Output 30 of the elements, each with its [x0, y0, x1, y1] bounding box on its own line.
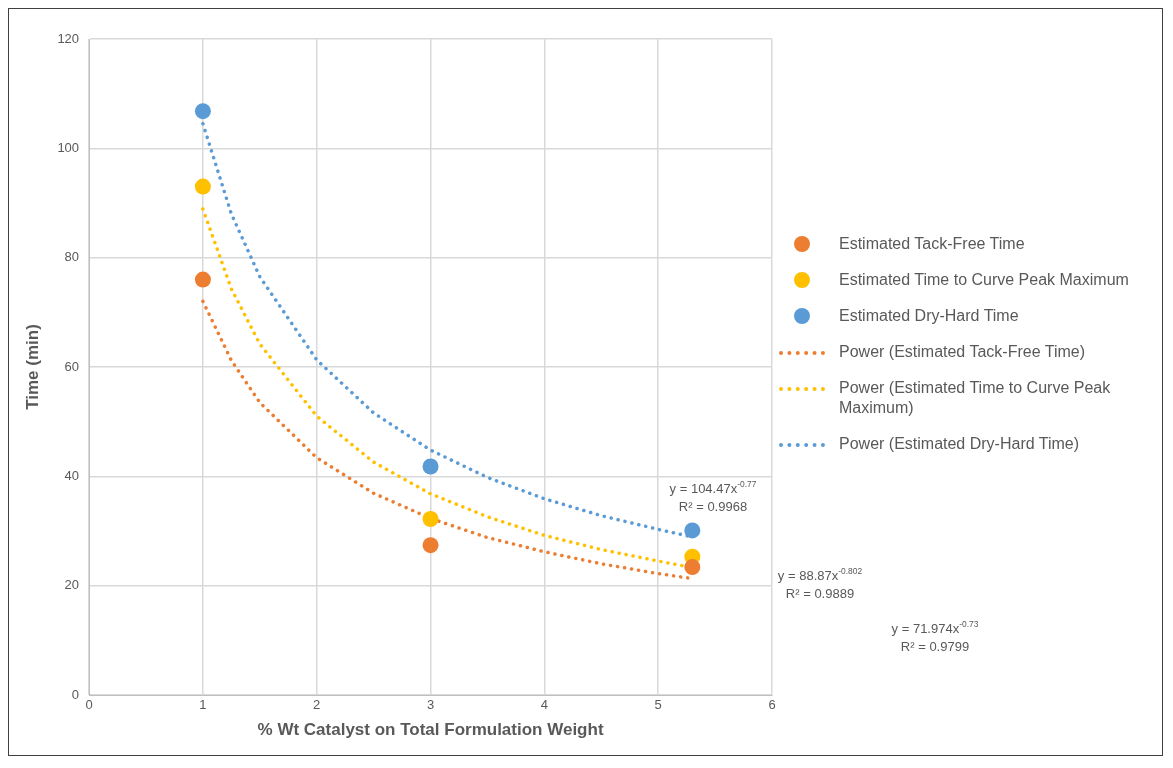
x-tick-label: 4 [540, 697, 548, 713]
x-axis-title: % Wt Catalyst on Total Formulation Weight [257, 720, 604, 740]
point [684, 522, 701, 539]
x-tick-label: 1 [199, 697, 207, 713]
y-tick-label: 100 [57, 139, 80, 155]
legend-label: Power (Estimated Dry-Hard Time) [839, 434, 1080, 454]
legend-label: Estimated Dry-Hard Time [839, 306, 1019, 326]
legend-label: Power (Estimated Time to Curve Peak Maximum) [839, 378, 1112, 418]
y-tick-label: 120 [57, 30, 80, 46]
x-tick-label: 6 [768, 697, 776, 713]
point [422, 510, 439, 527]
x-tick-label: 5 [654, 697, 662, 713]
y-tick-label: 40 [64, 467, 80, 483]
legend-label: Estimated Tack-Free Time [839, 234, 1025, 254]
y-tick-label: 0 [71, 686, 80, 702]
point [422, 458, 439, 475]
x-tick-label: 3 [426, 697, 435, 713]
y-tick-label: 80 [64, 249, 80, 265]
x-tick-label: 0 [85, 697, 93, 713]
y-tick-label: 60 [64, 358, 80, 374]
y-axis-title: Time (min) [22, 324, 42, 410]
legend-label: Estimated Time to Curve Peak Maximum [839, 270, 1129, 290]
point [194, 271, 211, 288]
y-tick-label: 20 [64, 577, 80, 593]
point [684, 559, 701, 576]
x-tick-label: 2 [313, 697, 321, 713]
legend-label: Power (Estimated Tack-Free Time) [839, 342, 1085, 362]
point [422, 537, 439, 554]
point [194, 103, 211, 120]
point [194, 178, 211, 195]
